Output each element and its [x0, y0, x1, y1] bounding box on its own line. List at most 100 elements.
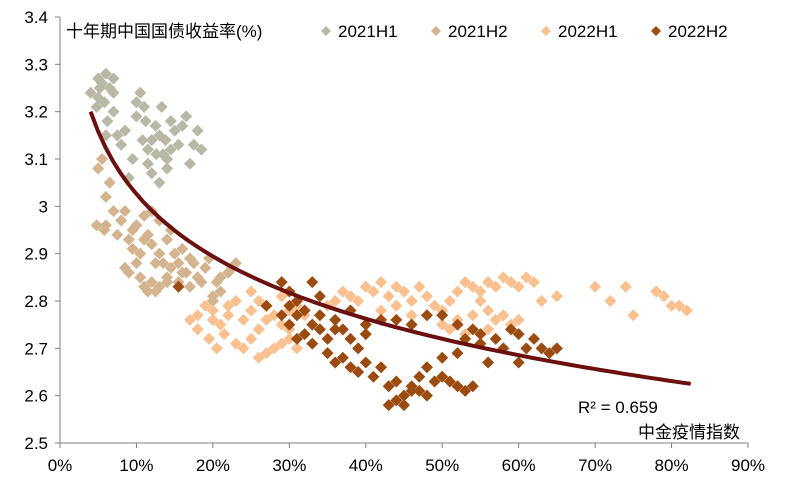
- y-tick-label: 2.5: [24, 434, 48, 453]
- series-2022H2: [172, 276, 563, 412]
- data-point: [229, 295, 242, 307]
- r-squared-annotation: R² = 0.659: [578, 398, 658, 417]
- data-point: [474, 328, 487, 341]
- data-point: [520, 342, 533, 355]
- data-point: [512, 356, 525, 369]
- data-point: [512, 313, 525, 326]
- data-point: [252, 351, 265, 364]
- data-point: [390, 375, 403, 388]
- data-point: [405, 309, 418, 322]
- data-point: [191, 309, 204, 322]
- y-tick-label: 2.6: [24, 387, 48, 406]
- data-point: [367, 370, 380, 383]
- data-point: [103, 176, 116, 189]
- data-point: [413, 280, 426, 293]
- data-point: [183, 313, 196, 326]
- data-point: [118, 124, 131, 137]
- data-point: [275, 276, 288, 289]
- data-point: [92, 162, 105, 175]
- data-point: [172, 138, 185, 151]
- legend-item-2022H2: 2022H2: [651, 22, 728, 41]
- x-tick-label: 40%: [349, 456, 383, 475]
- data-point: [245, 332, 258, 345]
- data-point: [138, 100, 151, 113]
- data-point: [290, 309, 303, 322]
- data-point: [352, 295, 365, 307]
- data-point: [134, 247, 147, 260]
- data-point: [359, 280, 372, 293]
- data-point: [222, 309, 235, 322]
- data-point: [275, 337, 288, 350]
- data-point: [195, 143, 208, 156]
- data-point: [344, 332, 357, 345]
- data-point: [306, 337, 319, 350]
- data-point: [252, 323, 265, 336]
- data-point: [138, 209, 151, 222]
- legend-marker: [541, 26, 551, 36]
- x-tick-label: 50%: [425, 456, 459, 475]
- data-point: [451, 380, 464, 393]
- data-point: [375, 276, 388, 289]
- data-point: [191, 124, 204, 137]
- data-point: [195, 276, 208, 289]
- data-point: [619, 280, 632, 293]
- y-tick-label: 2.9: [24, 245, 48, 264]
- y-tick-label: 3.3: [24, 55, 48, 74]
- axes: [59, 17, 748, 444]
- data-point: [436, 351, 449, 364]
- data-point: [382, 380, 395, 393]
- data-point: [405, 318, 418, 331]
- y-tick-label: 3: [39, 197, 48, 216]
- legend-marker: [431, 26, 441, 36]
- data-point: [99, 190, 112, 203]
- x-axis-ticks: 0% 10% 20% 30% 40% 50% 60% 70% 80% 90%: [48, 443, 765, 475]
- data-point: [398, 285, 410, 298]
- legend: 十年期中国国债收益率(%) 2021H1 2021H2 2022H1 2022H2: [66, 22, 728, 41]
- data-point: [164, 143, 177, 156]
- data-point: [161, 233, 174, 246]
- data-point: [398, 389, 410, 402]
- data-point: [451, 285, 464, 298]
- x-tick-label: 20%: [196, 456, 230, 475]
- data-point: [482, 356, 495, 369]
- data-point: [489, 313, 502, 326]
- data-point: [153, 176, 166, 189]
- data-point: [451, 347, 464, 360]
- data-point: [665, 299, 678, 312]
- data-point: [428, 375, 441, 388]
- data-point: [107, 105, 120, 118]
- data-point: [443, 295, 456, 307]
- data-point: [275, 290, 288, 303]
- data-point: [172, 257, 185, 270]
- data-point: [141, 285, 154, 298]
- data-point: [149, 257, 162, 270]
- data-point: [159, 134, 172, 147]
- data-point: [90, 219, 103, 232]
- data-point: [359, 328, 372, 341]
- y-tick-label: 3.2: [24, 103, 48, 122]
- data-point: [527, 332, 540, 345]
- x-tick-label: 80%: [655, 456, 689, 475]
- data-point: [237, 342, 250, 355]
- data-point: [512, 328, 525, 341]
- data-point: [344, 361, 357, 374]
- data-point: [115, 214, 128, 227]
- data-point: [118, 205, 131, 218]
- data-point: [206, 313, 219, 326]
- data-point: [436, 318, 449, 331]
- data-point: [352, 342, 365, 355]
- data-point: [650, 285, 663, 298]
- data-point: [344, 290, 357, 303]
- data-point: [298, 304, 311, 317]
- data-point: [489, 332, 502, 345]
- data-point: [497, 271, 510, 284]
- data-point: [466, 309, 479, 322]
- trendline: [88, 110, 691, 386]
- data-point: [191, 323, 204, 336]
- data-point: [111, 228, 124, 241]
- legend-marker: [321, 26, 331, 36]
- data-point: [130, 219, 143, 232]
- data-point: [390, 299, 403, 312]
- data-point: [466, 280, 479, 293]
- data-point: [245, 285, 258, 298]
